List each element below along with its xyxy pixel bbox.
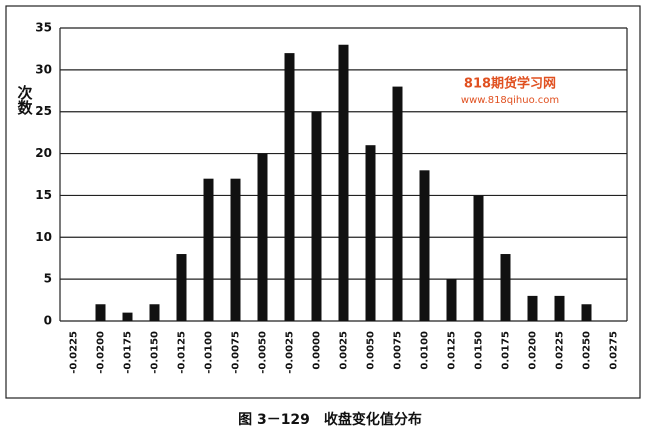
y-tick-label: 0 (44, 314, 52, 328)
bar (581, 304, 592, 321)
x-tick-label: -0.0075 (231, 331, 242, 374)
y-tick-label: 20 (35, 146, 52, 160)
x-tick-label: -0.0175 (123, 331, 134, 374)
y-tick-label: 5 (44, 272, 52, 286)
x-tick-label: -0.0225 (69, 331, 80, 374)
bar (176, 254, 187, 321)
watermark: www.818qihuo.com (461, 95, 559, 106)
x-tick-label: -0.0150 (150, 331, 161, 374)
y-tick-label: 10 (35, 230, 52, 244)
x-tick-label: 0.0275 (609, 331, 620, 370)
bar (338, 44, 349, 321)
x-tick-label: 0.0225 (555, 331, 566, 370)
bar (95, 304, 106, 321)
bar (473, 195, 484, 321)
bar (203, 178, 214, 321)
x-tick-label: -0.0050 (258, 331, 269, 374)
x-tick-label: -0.0100 (204, 331, 215, 374)
x-tick-label: 0.0200 (528, 331, 539, 370)
bar (230, 178, 241, 321)
bar (446, 279, 457, 321)
x-tick-label: 0.0000 (312, 331, 323, 370)
x-tick-label: 0.0150 (474, 331, 485, 370)
y-tick-label: 30 (35, 62, 52, 76)
x-tick-label: 0.0025 (339, 331, 350, 370)
caption: 图 3－129 收盘变化值分布 (238, 411, 422, 428)
watermark: 818期货学习网 (464, 76, 556, 92)
x-tick-label: -0.0025 (285, 331, 296, 374)
x-tick-label: 0.0050 (366, 331, 377, 370)
bar (554, 295, 565, 321)
bar (392, 86, 403, 321)
bar (311, 111, 322, 321)
bar (365, 145, 376, 321)
bar (257, 153, 268, 321)
x-tick-label: 0.0075 (393, 331, 404, 370)
bar (284, 53, 295, 321)
bar (500, 254, 511, 321)
bar (527, 295, 538, 321)
y-axis-label: 次数 (16, 84, 34, 116)
chart-frame (5, 5, 641, 399)
x-tick-label: 0.0125 (447, 331, 458, 370)
bar (419, 170, 430, 321)
x-tick-label: 0.0100 (420, 331, 431, 370)
x-tick-label: 0.0250 (582, 331, 593, 370)
x-tick-label: -0.0200 (96, 331, 107, 374)
y-tick-label: 25 (35, 104, 52, 118)
y-tick-label: 15 (35, 188, 52, 202)
bar (149, 304, 160, 321)
bar (122, 312, 133, 321)
x-tick-label: -0.0125 (177, 331, 188, 374)
y-tick-label: 35 (35, 21, 52, 35)
x-tick-label: 0.0175 (501, 331, 512, 370)
